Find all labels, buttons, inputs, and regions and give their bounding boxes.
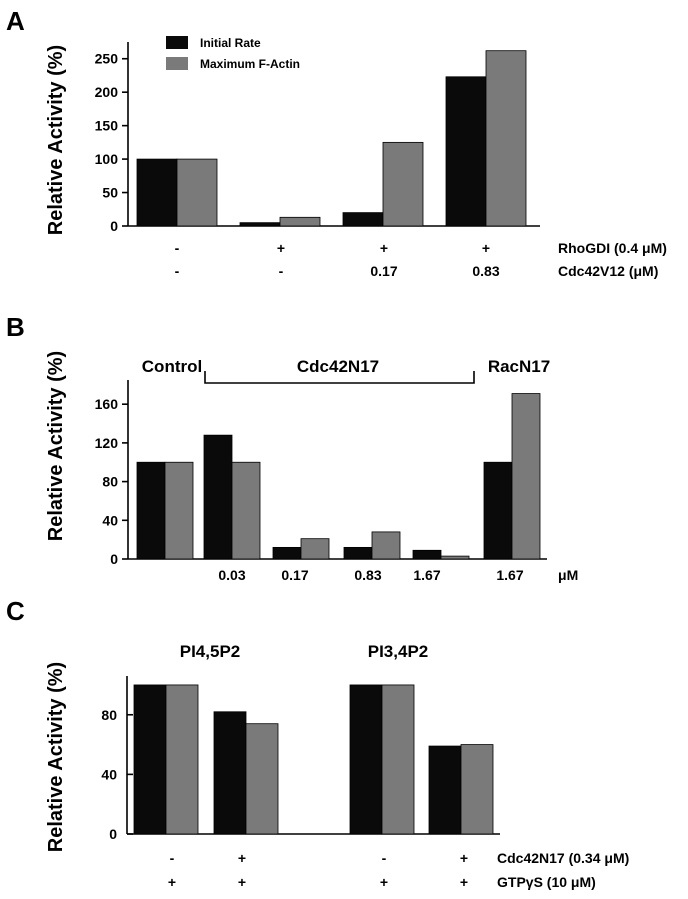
panel-c-condition-value: - (170, 850, 175, 866)
panel-b-category-label: 1.67 (496, 567, 523, 583)
panel-a-condition-value: - (175, 240, 180, 256)
panel-c-row-label-gtpgs: GTPγS (10 μM) (497, 874, 596, 890)
panel-b-bar-maximum-f-actin (511, 393, 541, 560)
panel-c-y-tick-label: 80 (101, 707, 117, 723)
panel-b-bar-maximum-f-actin (371, 531, 401, 560)
panel-c-bar-initial-rate (213, 711, 247, 835)
panel-a-condition-value: + (380, 240, 388, 256)
panel-b-y-tick-label: 80 (102, 474, 118, 490)
panel-a-condition-value: + (482, 240, 490, 256)
plot-marks: 0 50 100 150 200 250 - + + + - - 0.17 0.83 0 40 80 120 160… (95, 42, 547, 890)
panel-letter-b: B (6, 312, 25, 342)
panel-b-group-label-cdc42n17: Cdc42N17 (297, 357, 379, 376)
panel-b-group-label-control: Control (142, 357, 202, 376)
panel-b-bar-initial-rate (136, 461, 166, 560)
panel-c-bar-maximum-f-actin (245, 723, 279, 835)
panel-c-y-tick-label: 40 (101, 766, 117, 782)
panel-a-y-tick-label: 100 (95, 151, 119, 167)
panel-b-bar-initial-rate (343, 546, 373, 560)
legend-swatch-initial-rate (166, 36, 188, 49)
panel-a-row-label-cdc42v12: Cdc42V12 (μM) (558, 263, 658, 279)
panel-a-y-tick-label: 0 (110, 218, 118, 234)
legend-swatch-maximum-f-actin (166, 57, 188, 70)
panel-b-category-label: 0.83 (354, 567, 381, 583)
panel-a-bar-initial-rate (136, 158, 178, 227)
panel-c-bar-initial-rate (133, 684, 167, 835)
panel-b-y-tick-label: 0 (110, 551, 118, 567)
panel-c-condition-value: + (238, 874, 246, 890)
panel-letter-a: A (6, 6, 25, 36)
panel-letter-c: C (6, 596, 25, 626)
panel-a-condition-value: - (279, 263, 284, 279)
panel-b-bar-maximum-f-actin (231, 461, 261, 560)
panel-b-bar-initial-rate (203, 434, 233, 560)
panel-c-group-label-pi34p2: PI3,4P2 (368, 642, 429, 661)
legend-label-maximum-f-actin: Maximum F-Actin (200, 57, 300, 71)
panel-b-y-tick-label: 40 (102, 512, 118, 528)
panel-c-condition-value: + (380, 874, 388, 890)
panel-a-condition-value: - (175, 263, 180, 279)
panel-b-unit-label: μM (558, 567, 578, 583)
panel-c-condition-value: - (382, 850, 387, 866)
panel-b-y-tick-label: 160 (95, 396, 119, 412)
panel-a-bar-initial-rate (239, 222, 281, 227)
panel-a-bar-maximum-f-actin (382, 141, 424, 227)
legend-label-initial-rate: Initial Rate (200, 36, 261, 50)
panel-b-bar-maximum-f-actin (300, 538, 330, 560)
panel-a-row-label-rhogdi: RhoGDI (0.4 μM) (558, 240, 667, 256)
panel-b-bracket (204, 371, 475, 384)
panel-a-y-tick-label: 50 (102, 185, 118, 201)
panel-a-y-tick-label: 200 (95, 84, 119, 100)
panel-a-bar-maximum-f-actin (279, 216, 321, 227)
panel-c-condition-value: + (168, 874, 176, 890)
panel-b-bar-maximum-f-actin (164, 461, 194, 560)
panel-a-condition-value: 0.83 (472, 263, 499, 279)
panel-b-bar-initial-rate (412, 549, 442, 560)
panel-c-condition-value: + (238, 850, 246, 866)
panel-a-condition-value: + (277, 240, 285, 256)
panel-c-bar-maximum-f-actin (165, 684, 199, 835)
panel-a-condition-value: 0.17 (370, 263, 397, 279)
panel-b-bar-maximum-f-actin (440, 555, 470, 560)
panel-c-bar-initial-rate (428, 745, 462, 835)
panel-b-y-axis-label: Relative Activity (%) (45, 351, 67, 541)
panel-c-row-labels: Cdc42N17 (0.34 μM) GTPγS (10 μM) (497, 850, 629, 890)
panel-a-bar-initial-rate (445, 76, 487, 227)
panel-b-y-tick-label: 120 (95, 435, 119, 451)
panel-a-y-axis-label: Relative Activity (%) (45, 45, 67, 235)
panel-c-row-label-cdc42n17: Cdc42N17 (0.34 μM) (497, 850, 629, 866)
panel-a-legend: Initial Rate Maximum F-Actin (166, 36, 300, 71)
panel-b-bar-initial-rate (483, 461, 513, 560)
panel-b-category-label: 0.03 (218, 567, 245, 583)
panel-c-y-tick-label: 0 (109, 826, 117, 842)
panel-b-category-label: 0.17 (281, 567, 308, 583)
panel-b-bar-initial-rate (272, 546, 302, 560)
panel-c-condition-value: + (460, 874, 468, 890)
panel-c-condition-value: + (460, 850, 468, 866)
panel-b-category-label: 1.67 (413, 567, 440, 583)
panel-b-group-label-racn17: RacN17 (488, 357, 550, 376)
panel-c-bar-maximum-f-actin (381, 684, 415, 835)
panel-c-y-axis-label: Relative Activity (%) (45, 662, 67, 852)
panel-a-bar-maximum-f-actin (485, 50, 527, 227)
panel-a-row-labels: RhoGDI (0.4 μM) Cdc42V12 (μM) (558, 240, 667, 279)
panel-c-bar-initial-rate (349, 684, 383, 835)
panel-c-bar-maximum-f-actin (460, 744, 494, 835)
panel-a-bar-initial-rate (342, 212, 384, 227)
panel-c-group-label-pi45p2: PI4,5P2 (180, 642, 241, 661)
panel-a-y-tick-label: 250 (95, 51, 119, 67)
panel-a-y-tick-label: 150 (95, 118, 119, 134)
panel-a-bar-maximum-f-actin (176, 158, 218, 227)
